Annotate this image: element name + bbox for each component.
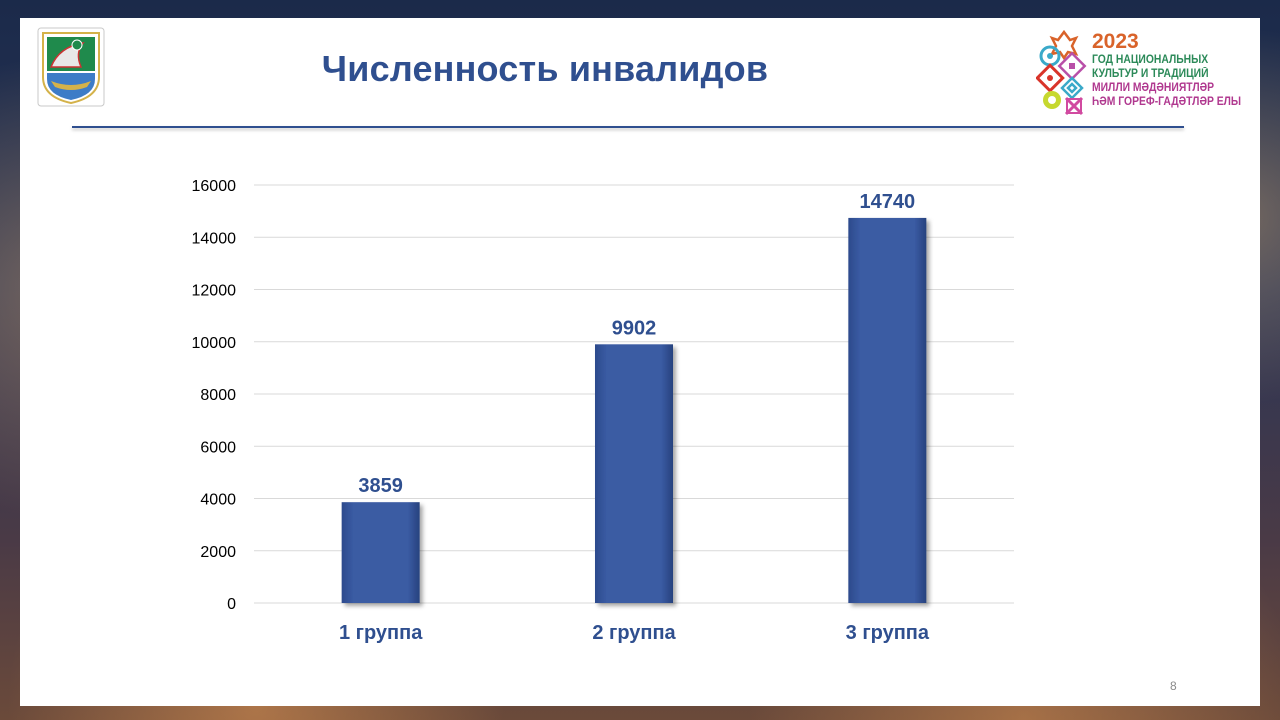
y-tick-label: 6000	[200, 439, 236, 456]
y-tick-label: 0	[227, 596, 236, 613]
slide: Численность инвалидов	[20, 18, 1260, 706]
y-tick-label: 4000	[200, 492, 236, 509]
logo-line-3: МИЛЛИ МӘДӘНИЯТЛӘР	[1092, 82, 1215, 94]
y-tick-label: 16000	[192, 178, 237, 195]
logo-line-2: КУЛЬТУР И ТРАДИЦИЙ	[1092, 68, 1209, 80]
bars: 3859 9902 14740	[341, 191, 927, 604]
ornament-emblem-icon	[1036, 29, 1087, 116]
logo-line-4: ҺӘМ ГОРЕФ-ГАДӘТЛӘР ЕЛЫ	[1092, 96, 1242, 108]
bar-value-label: 14740	[860, 191, 916, 213]
logo-line-1: ГОД НАЦИОНАЛЬНЫХ	[1092, 54, 1209, 66]
y-axis-ticks: 0 2000 4000 6000 8000 10000 12000 14000 16000	[192, 178, 237, 613]
title-divider	[72, 126, 1184, 128]
x-category-label: 3 группа	[846, 622, 930, 644]
year-of-cultures-logo: 2023 ГОД НАЦИОНАЛЬНЫХ КУЛЬТУР И ТРАДИЦИЙ…	[1036, 26, 1248, 118]
coat-of-arms-logo	[37, 27, 105, 107]
x-axis-categories: 1 группа 2 группа 3 группа	[339, 622, 930, 644]
y-tick-label: 2000	[200, 544, 236, 561]
x-category-label: 1 группа	[339, 622, 423, 644]
y-tick-label: 8000	[200, 387, 236, 404]
page-number: 8	[1170, 679, 1177, 693]
y-tick-label: 14000	[192, 230, 237, 247]
bar-chart: 0 2000 4000 6000 8000 10000 12000 14000 16000 38…	[192, 178, 1014, 644]
bar-value-label: 3859	[358, 475, 403, 497]
bar-value-label: 9902	[612, 317, 657, 339]
y-tick-label: 10000	[192, 335, 237, 352]
bar	[595, 344, 673, 603]
bar	[341, 502, 420, 603]
y-tick-label: 12000	[192, 283, 237, 300]
bar	[848, 217, 927, 604]
x-category-label: 2 группа	[592, 622, 676, 644]
logo-year: 2023	[1092, 30, 1139, 53]
slide-title: Численность инвалидов	[321, 48, 769, 89]
